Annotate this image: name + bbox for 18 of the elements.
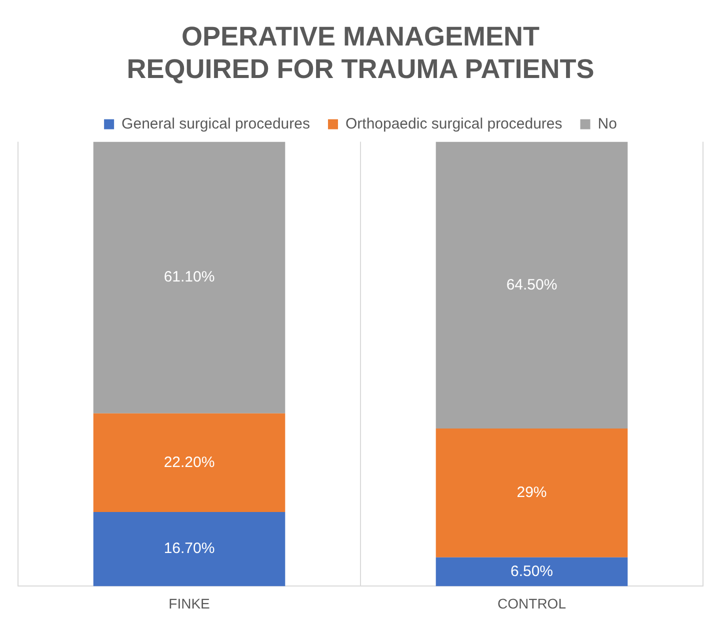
data-label: 6.50% bbox=[510, 562, 554, 580]
x-tick-label: CONTROL bbox=[498, 595, 566, 612]
legend-label: General surgical procedures bbox=[122, 115, 310, 132]
bar bbox=[436, 557, 628, 586]
data-label: 64.50% bbox=[506, 276, 558, 294]
bar bbox=[93, 512, 286, 586]
data-label: 61.10% bbox=[164, 268, 215, 286]
legend-label: Orthopaedic surgical procedures bbox=[345, 115, 562, 132]
bar bbox=[93, 413, 286, 512]
data-label: 29% bbox=[516, 484, 547, 502]
data-label: 22.20% bbox=[164, 454, 215, 471]
chart-title: OPERATIVE MANAGEMENT REQUIRED FOR TRAUMA PATIENTS bbox=[126, 22, 594, 84]
bar bbox=[436, 428, 628, 558]
legend-label: No bbox=[598, 115, 617, 132]
bar bbox=[93, 142, 286, 414]
x-tick-label: FINKE bbox=[168, 595, 210, 612]
bar bbox=[436, 142, 628, 428]
data-label: 16.70% bbox=[164, 540, 215, 558]
